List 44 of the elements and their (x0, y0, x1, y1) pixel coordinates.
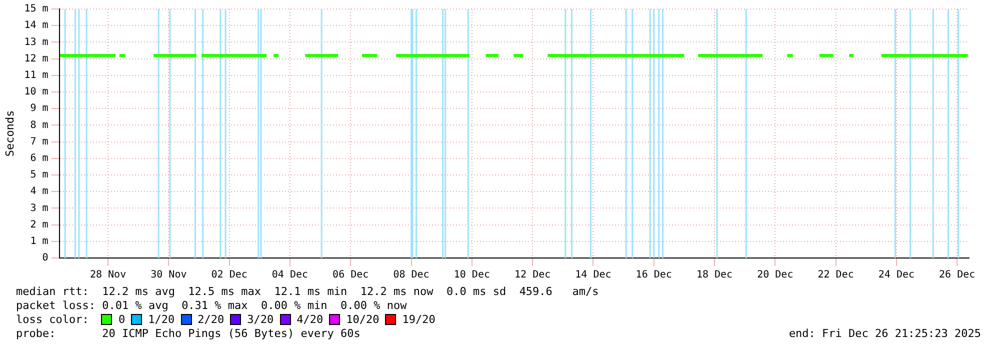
x-tick-label: 10 Dec (454, 270, 490, 281)
y-tick-label: 5 m (30, 170, 48, 181)
y-tick-label: 3 m (30, 202, 48, 214)
x-tick-label: 24 Dec (878, 270, 915, 281)
text: probe: 20 ICMP Echo Pings (56 Bytes) every 60s (16, 327, 360, 340)
legend-label: 4/20 (296, 313, 324, 326)
legend-label: 10/20 (346, 313, 380, 326)
x-tick-label: 30 Nov (150, 270, 187, 281)
x-tick-label: 04 Dec (272, 270, 308, 281)
y-tick-label: 12 m (24, 53, 48, 64)
y-tick-label: 2 m (30, 219, 48, 230)
x-tick-label: 18 Dec (696, 270, 733, 281)
x-tick-label: 12 Dec (514, 270, 551, 281)
y-tick-label: 7 m (30, 136, 48, 148)
legend-label: 3/20 (247, 313, 274, 326)
y-tick-label: 8 m (30, 120, 48, 131)
x-tick-label: 02 Dec (211, 270, 248, 281)
y-tick-label: 11 m (24, 70, 48, 81)
legend-title: loss color: (16, 313, 90, 326)
y-axis-title: Seconds (3, 110, 16, 157)
y-tick-label: 14 m (24, 20, 48, 32)
x-tick-label: 22 Dec (818, 270, 854, 281)
legend-label: 2/20 (198, 313, 224, 326)
legend-label: 0 (118, 313, 126, 326)
y-tick-label: 15 m (24, 4, 48, 15)
legend-label: 1/20 (148, 313, 175, 326)
x-tick-label: 06 Dec (332, 270, 369, 281)
y-tick-label: 4 m (30, 186, 48, 198)
x-tick-label: 14 Dec (575, 270, 612, 281)
x-tick-label: 26 Dec (939, 270, 976, 281)
text: end: Fri Dec 26 21:25:23 2025 (788, 327, 981, 340)
y-tick-label: 0 (42, 252, 48, 264)
text: median rtt: 12.2 ms avg 12.5 ms max 12.1 ms min 12.2 ms now 0.0 ms sd 459.6 am/s (16, 285, 599, 298)
legend-label: 19/20 (402, 313, 436, 326)
x-tick-label: 16 Dec (636, 270, 672, 281)
y-tick-label: 13 m (24, 36, 48, 48)
x-tick-label: 20 Dec (757, 270, 794, 281)
x-tick-label: 08 Dec (393, 270, 430, 281)
y-tick-label: 1 m (30, 236, 48, 247)
y-tick-label: 9 m (30, 103, 48, 114)
x-tick-label: 28 Nov (90, 270, 126, 281)
text: packet loss: 0.01 % avg 0.31 % max 0.00 % min 0.00 % now (16, 299, 407, 312)
y-tick-label: 6 m (30, 152, 48, 164)
y-tick-label: 10 m (24, 86, 48, 98)
